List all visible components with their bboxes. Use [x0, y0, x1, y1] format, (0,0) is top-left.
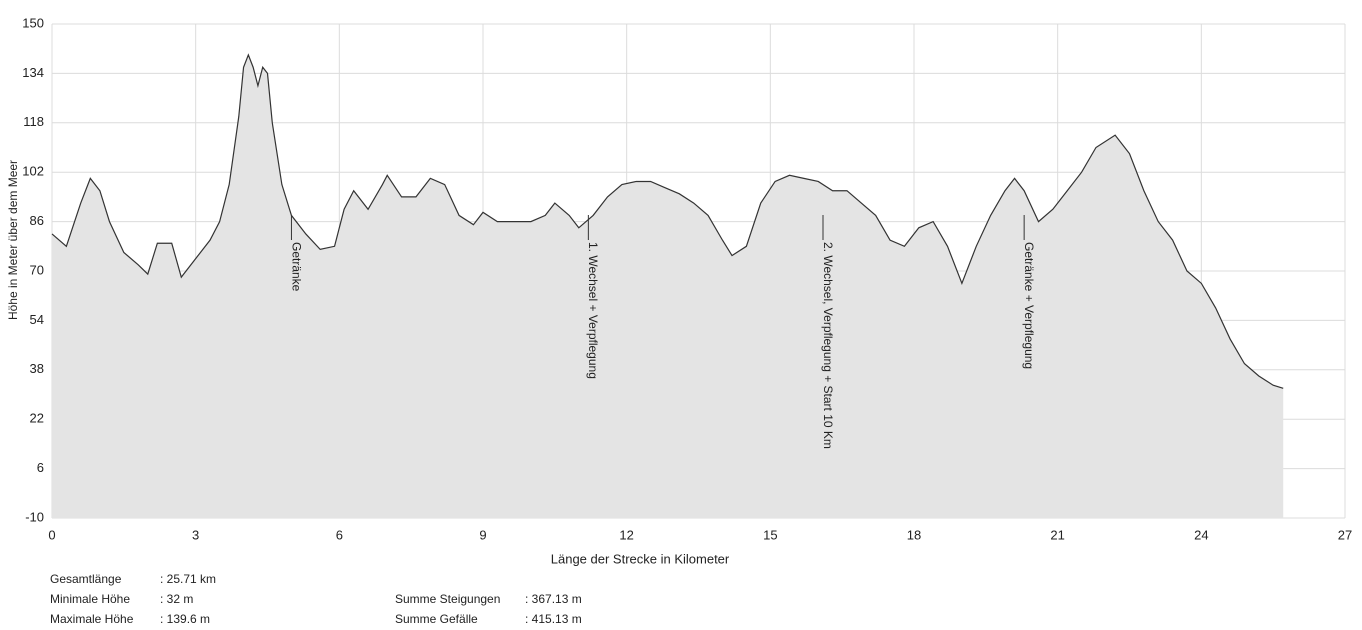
stat-value: : 367.13 m [525, 592, 582, 606]
y-tick-label: 134 [22, 65, 44, 80]
x-tick-label: 9 [479, 527, 486, 542]
annotation: 2. Wechsel, Verpflegung + Start 10 Km [821, 242, 835, 449]
annotation: Getränke [289, 242, 303, 292]
stat-label: Maximale Höhe [50, 612, 134, 626]
area [52, 54, 1284, 518]
x-axis-label: Länge der Strecke in Kilometer [551, 551, 730, 566]
y-tick-label: 118 [23, 114, 44, 129]
x-tick-label: 3 [192, 527, 199, 542]
x-tick-label: 24 [1194, 527, 1208, 542]
x-tick-label: 18 [907, 527, 921, 542]
stat-label: Summe Gefälle [395, 612, 478, 626]
stat-label: Summe Steigungen [395, 592, 500, 606]
y-tick-label: 38 [30, 361, 44, 376]
x-tick-label: 21 [1050, 527, 1064, 542]
y-tick-label: 150 [22, 15, 44, 30]
y-tick-label: 22 [30, 411, 44, 426]
x-tick-label: 0 [48, 527, 55, 542]
stat-label: Gesamtlänge [50, 572, 122, 586]
stat-value: : 139.6 m [160, 612, 210, 626]
y-tick-label: 86 [30, 213, 44, 228]
y-tick-label: 6 [37, 460, 44, 475]
stat-value: : 415.13 m [525, 612, 582, 626]
stat-value: : 25.71 km [160, 572, 216, 586]
x-tick-label: 12 [619, 527, 633, 542]
annotation: 1. Wechsel + Verpflegung [586, 242, 600, 379]
y-tick-label: 70 [30, 262, 44, 277]
line [51, 53, 1284, 389]
annotation: Getränke + Verpflegung [1022, 242, 1036, 369]
x-tick-label: 27 [1338, 527, 1352, 542]
y-tick-label: -10 [25, 509, 44, 524]
y-tick-label: 102 [22, 164, 44, 179]
x-tick-label: 15 [763, 527, 777, 542]
y-tick-label: 54 [30, 312, 44, 327]
stat-label: Minimale Höhe [50, 592, 130, 606]
stat-value: : 32 m [160, 592, 193, 606]
y-axis-label: Höhe in Meter über dem Meer [6, 160, 20, 320]
x-tick-label: 6 [336, 527, 343, 542]
